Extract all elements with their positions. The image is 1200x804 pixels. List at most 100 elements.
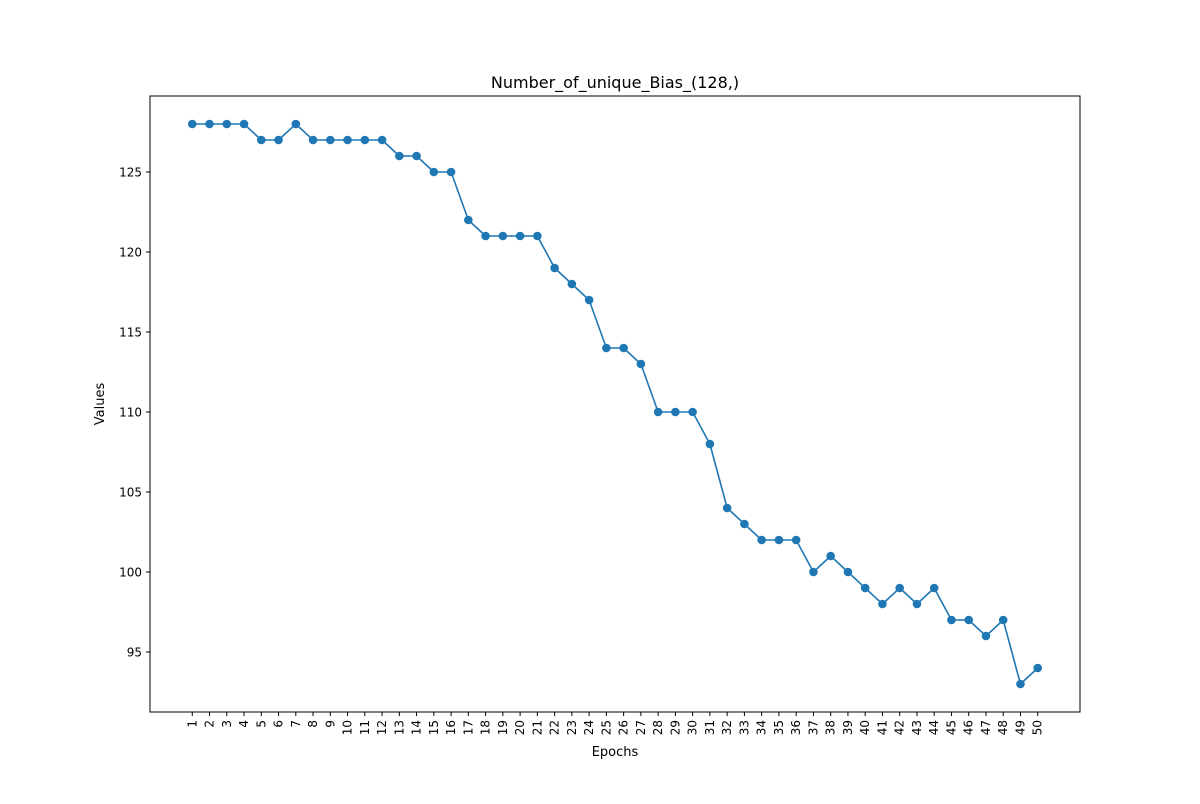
y-axis-label: Values — [93, 383, 108, 426]
x-tick-label: 7 — [289, 720, 303, 728]
data-point — [343, 135, 352, 145]
data-point — [291, 119, 301, 129]
x-tick-label: 44 — [927, 720, 941, 735]
x-tick-label: 9 — [323, 720, 337, 728]
y-tick-label: 100 — [119, 566, 142, 580]
data-point — [498, 231, 508, 241]
data-point — [947, 615, 956, 625]
x-tick-label: 26 — [617, 720, 631, 735]
series-layer — [187, 119, 1043, 689]
chart-title: Number_of_unique_Bias_(128,) — [491, 73, 739, 93]
x-tick-label: 50 — [1031, 720, 1045, 735]
data-point — [671, 407, 680, 417]
x-tick-label: 25 — [599, 720, 613, 735]
data-point — [1033, 663, 1043, 673]
data-point — [584, 295, 594, 305]
data-point — [515, 231, 525, 241]
x-tick-label: 12 — [375, 720, 389, 735]
data-point — [636, 359, 646, 369]
x-tick-label: 45 — [944, 720, 958, 735]
x-tick-label: 42 — [893, 720, 907, 735]
data-point — [740, 519, 749, 529]
data-point — [998, 615, 1008, 625]
x-tick-label: 16 — [444, 720, 458, 735]
data-point — [774, 535, 784, 545]
data-point — [895, 583, 904, 593]
x-tick-label: 18 — [479, 720, 493, 735]
x-tick-label: 11 — [358, 720, 372, 735]
data-point — [843, 567, 853, 577]
y-tick-label: 110 — [119, 406, 142, 420]
x-tick-label: 3 — [220, 720, 234, 728]
data-point — [912, 599, 922, 609]
x-tick-label: 27 — [634, 720, 648, 735]
x-tick-label: 36 — [789, 720, 803, 735]
y-tick-label: 105 — [119, 486, 142, 500]
x-tick-label: 21 — [530, 720, 544, 735]
data-point — [705, 439, 715, 449]
x-tick-label: 33 — [737, 720, 751, 735]
x-tick-label: 40 — [858, 720, 872, 735]
data-point — [274, 135, 283, 145]
x-tick-label: 34 — [755, 720, 769, 735]
data-point — [791, 535, 801, 545]
x-tick-label: 10 — [341, 720, 355, 735]
data-point — [395, 151, 404, 161]
data-point — [688, 407, 697, 417]
data-point — [981, 631, 991, 641]
data-point — [550, 263, 559, 273]
x-tick-label: 30 — [686, 720, 700, 735]
plot-area — [149, 95, 1081, 713]
x-tick-label: 32 — [720, 720, 734, 735]
x-tick-label: 8 — [306, 720, 320, 728]
x-tick-label: 38 — [824, 720, 838, 735]
data-point — [653, 407, 663, 417]
data-point — [722, 503, 732, 513]
x-axis-label: Epochs — [592, 745, 639, 760]
x-tick-label: 19 — [496, 720, 510, 735]
y-tick-label: 115 — [119, 326, 142, 340]
x-tick-label: 37 — [806, 720, 820, 735]
x-tick-label: 24 — [582, 720, 596, 735]
x-tick-label: 28 — [651, 720, 665, 735]
data-point — [964, 615, 974, 625]
x-tick-label: 23 — [565, 720, 579, 735]
x-tick-label: 1 — [185, 720, 199, 728]
x-tick-label: 39 — [841, 720, 855, 735]
data-point — [308, 135, 318, 145]
x-tick-label: 17 — [461, 720, 475, 735]
data-point — [533, 231, 542, 241]
data-point — [481, 231, 490, 241]
x-tick-label: 4 — [237, 720, 251, 728]
data-point — [826, 551, 835, 561]
x-tick-label: 15 — [427, 720, 441, 735]
x-tick-label: 35 — [772, 720, 786, 735]
data-point — [446, 167, 456, 177]
x-tick-label: 48 — [996, 720, 1010, 735]
x-tick-label: 22 — [548, 720, 562, 735]
x-tick-label: 49 — [1013, 720, 1027, 735]
data-point — [377, 135, 387, 145]
x-axis: 1 2 3 4 5 6 7 8 9 10 11 12 13 14 15 16 17 18 19 20 21 22 23 24 2… — [185, 712, 1045, 735]
y-axis: 95 100 105 110 115 120 125 — [119, 166, 150, 660]
data-point — [860, 583, 870, 593]
x-tick-label: 31 — [703, 720, 717, 735]
x-tick-label: 5 — [254, 720, 268, 728]
data-point — [222, 119, 232, 129]
data-point — [326, 135, 335, 145]
data-point — [464, 215, 473, 225]
x-tick-label: 46 — [962, 720, 976, 735]
data-point — [878, 599, 887, 609]
series-line — [192, 123, 1039, 685]
x-tick-label: 43 — [910, 720, 924, 735]
x-tick-label: 47 — [979, 720, 993, 735]
x-tick-label: 29 — [668, 720, 682, 735]
data-point — [567, 279, 577, 289]
y-tick-label: 125 — [119, 166, 142, 180]
data-point — [1016, 679, 1025, 689]
x-tick-label: 13 — [392, 720, 406, 735]
x-tick-label: 20 — [513, 720, 527, 735]
data-point — [205, 119, 214, 129]
